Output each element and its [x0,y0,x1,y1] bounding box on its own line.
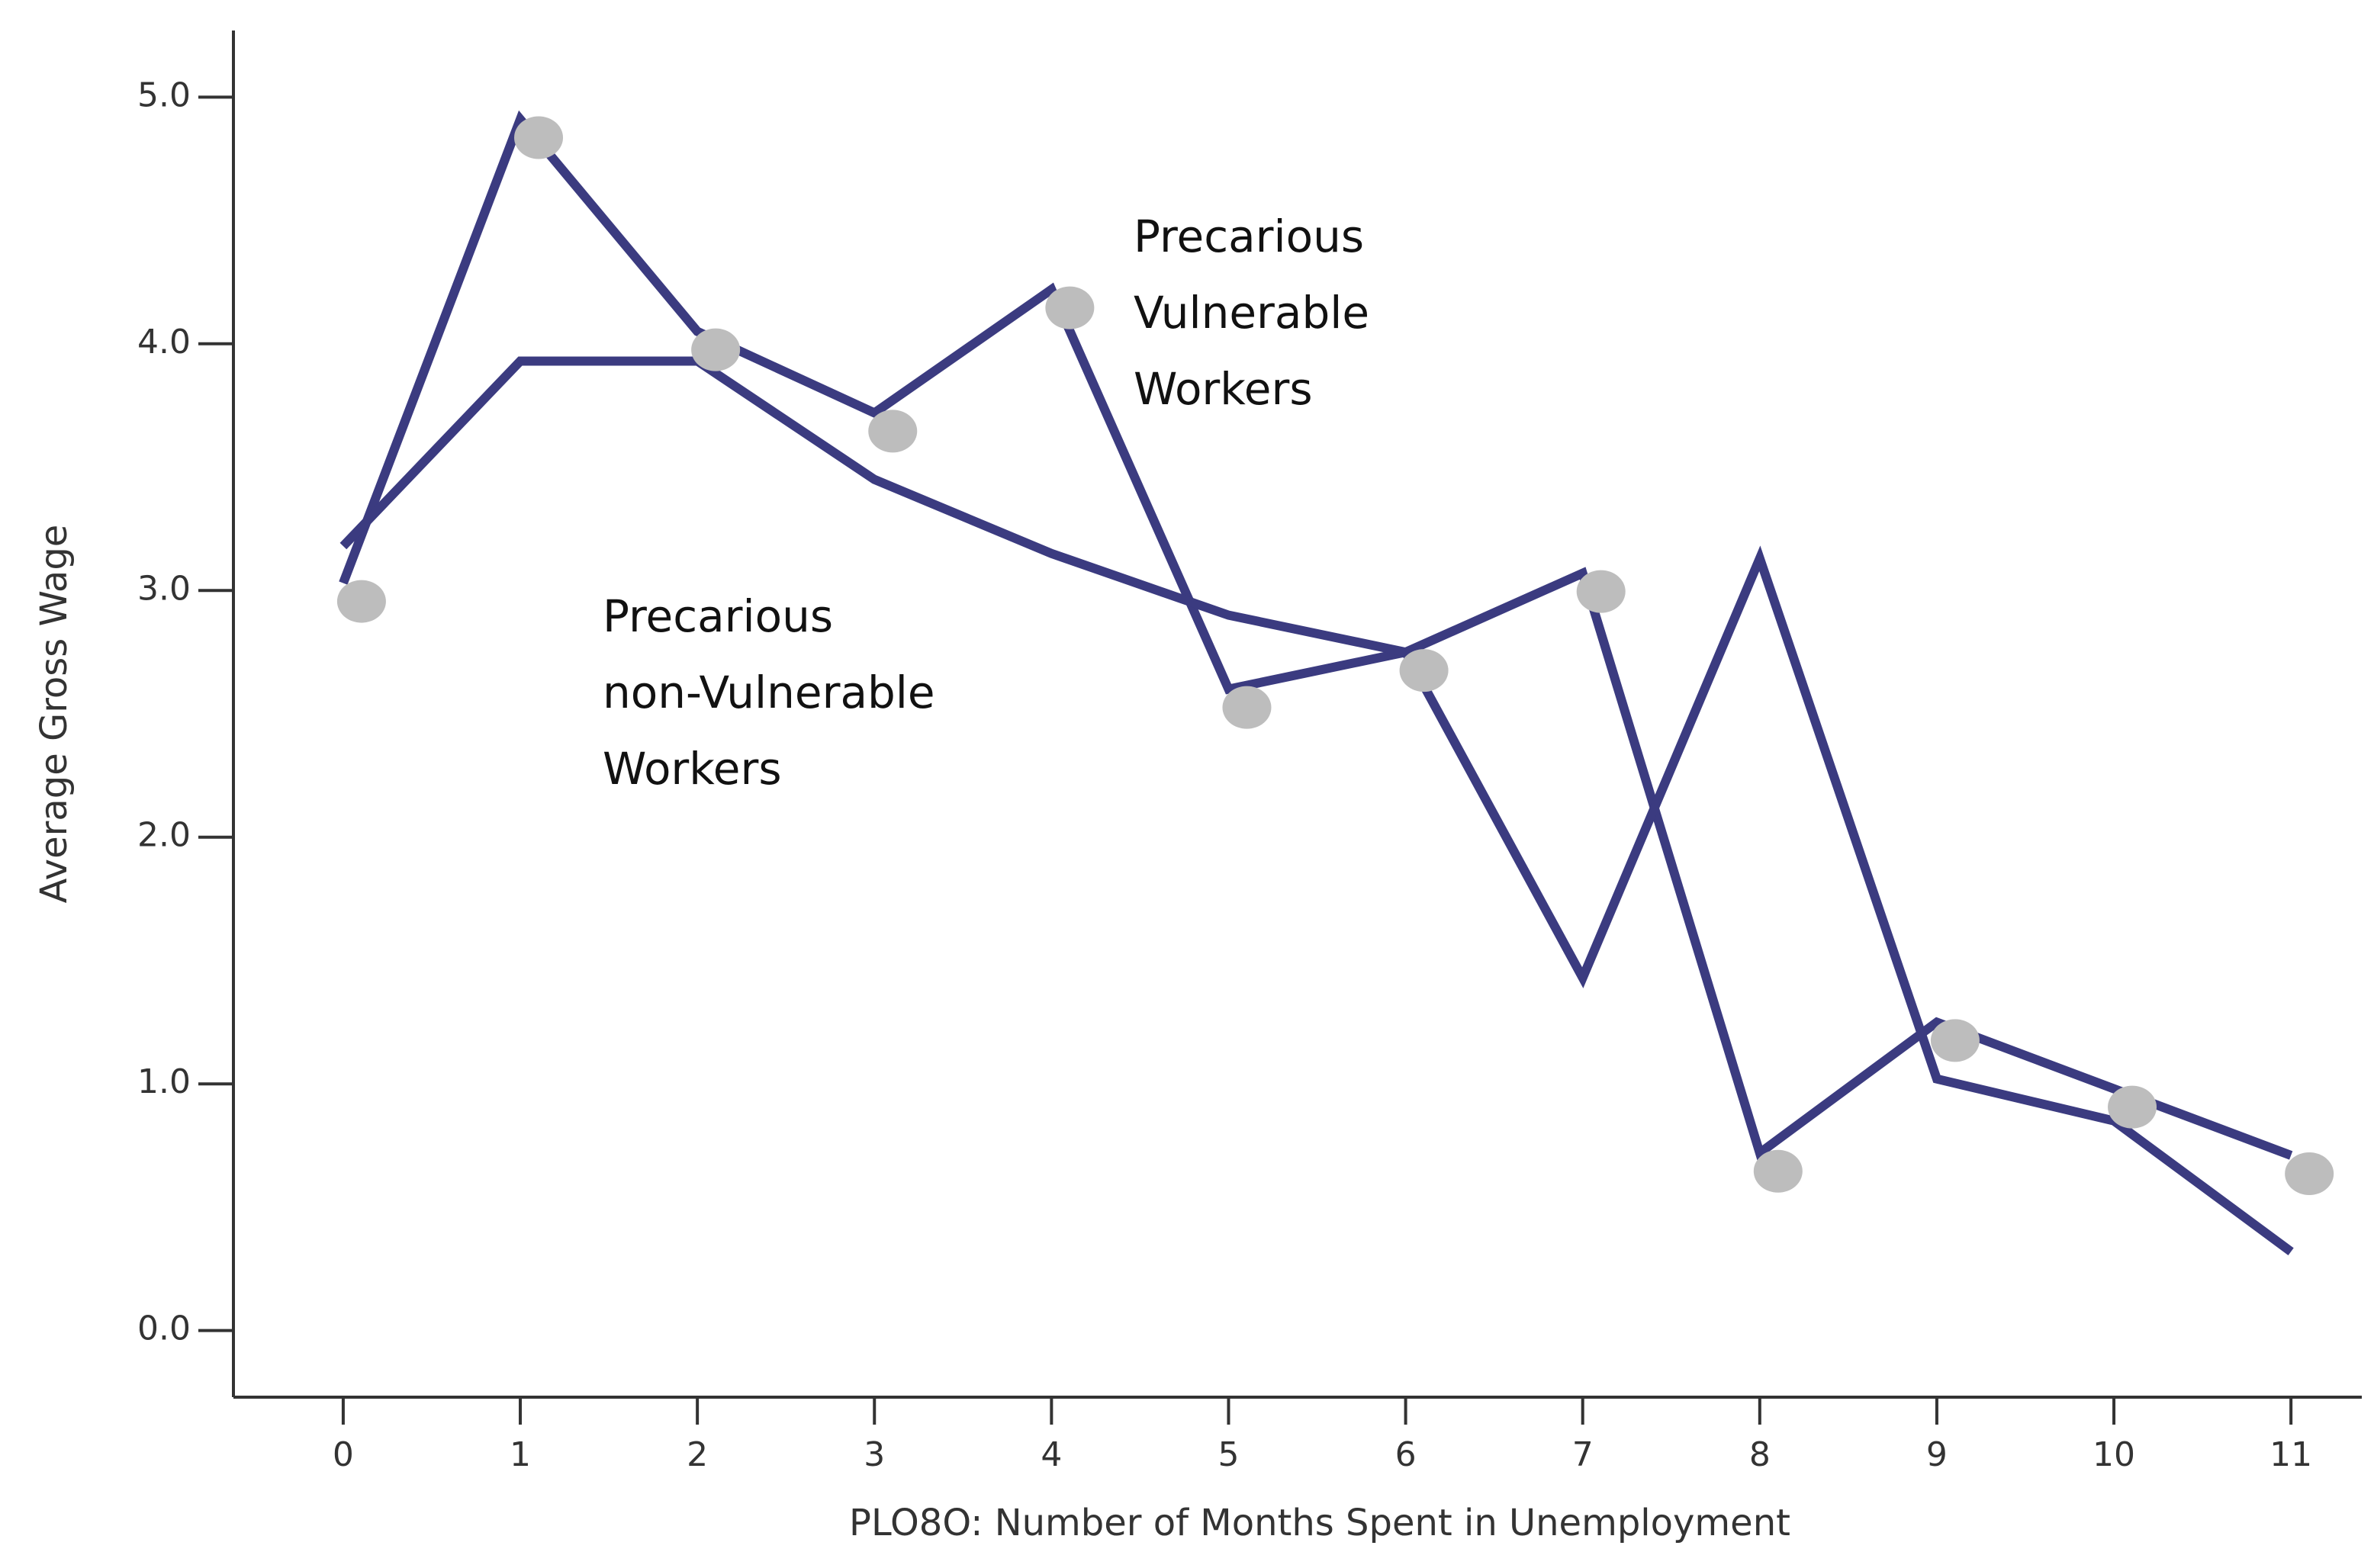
marker [514,116,564,159]
marker [1930,1019,1980,1062]
x-tick-label: 9 [1926,1435,1948,1474]
annotation: Precarious [603,590,833,642]
y-tick-label: 4.0 [137,323,191,361]
y-tick-label: 3.0 [137,569,191,608]
marker [2285,1152,2334,1196]
x-tick-label: 8 [1749,1435,1771,1474]
x-tick-label: 10 [2093,1435,2135,1474]
x-tick-label: 5 [1218,1435,1239,1474]
x-tick-label: 11 [2269,1435,2312,1474]
annotation: Workers [603,743,782,795]
y-tick-label: 0.0 [137,1309,191,1348]
x-axis-title: PLO8O: Number of Months Spent in Unemplo… [849,1502,1790,1544]
y-tick-label: 5.0 [137,76,191,114]
y-axis-title: Average Gross Wage [33,525,76,904]
marker [1045,286,1095,329]
series-line [339,356,2294,1255]
marker [1576,570,1626,613]
marker [336,580,386,623]
annotation: non-Vulnerable [603,667,935,718]
marker [691,328,741,371]
y-tick-label: 2.0 [137,816,191,855]
y-tick-label: 1.0 [137,1062,191,1101]
x-tick-label: 0 [333,1435,354,1474]
annotation: Workers [1134,363,1313,415]
x-tick-label: 3 [864,1435,885,1474]
x-tick-label: 6 [1395,1435,1417,1474]
x-tick-label: 2 [687,1435,708,1474]
marker [1753,1149,1803,1193]
annotation: Precarious [1134,210,1364,262]
x-tick-label: 1 [510,1435,531,1474]
marker [2108,1085,2157,1129]
x-tick-label: 4 [1041,1435,1062,1474]
marker [1222,686,1272,729]
marker [1399,649,1449,692]
x-tick-label: 7 [1572,1435,1594,1474]
annotation: Vulnerable [1134,287,1369,339]
marker [868,410,918,453]
